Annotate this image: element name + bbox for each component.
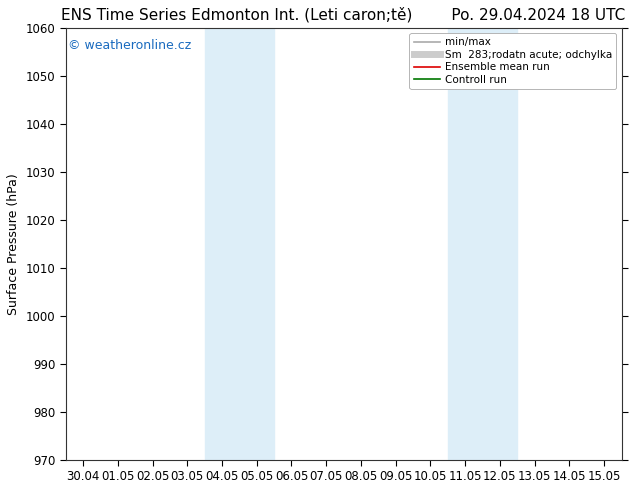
Text: © weatheronline.cz: © weatheronline.cz [68, 39, 191, 51]
Legend: min/max, Sm  283;rodatn acute; odchylka, Ensemble mean run, Controll run: min/max, Sm 283;rodatn acute; odchylka, … [410, 33, 616, 89]
Title: ENS Time Series Edmonton Int. (Leti caron;tě)        Po. 29.04.2024 18 UTC: ENS Time Series Edmonton Int. (Leti caro… [61, 7, 626, 23]
Bar [205, 28, 240, 460]
Bar [482, 28, 517, 460]
Bar [448, 28, 482, 460]
Y-axis label: Surface Pressure (hPa): Surface Pressure (hPa) [7, 173, 20, 315]
Bar [240, 28, 274, 460]
